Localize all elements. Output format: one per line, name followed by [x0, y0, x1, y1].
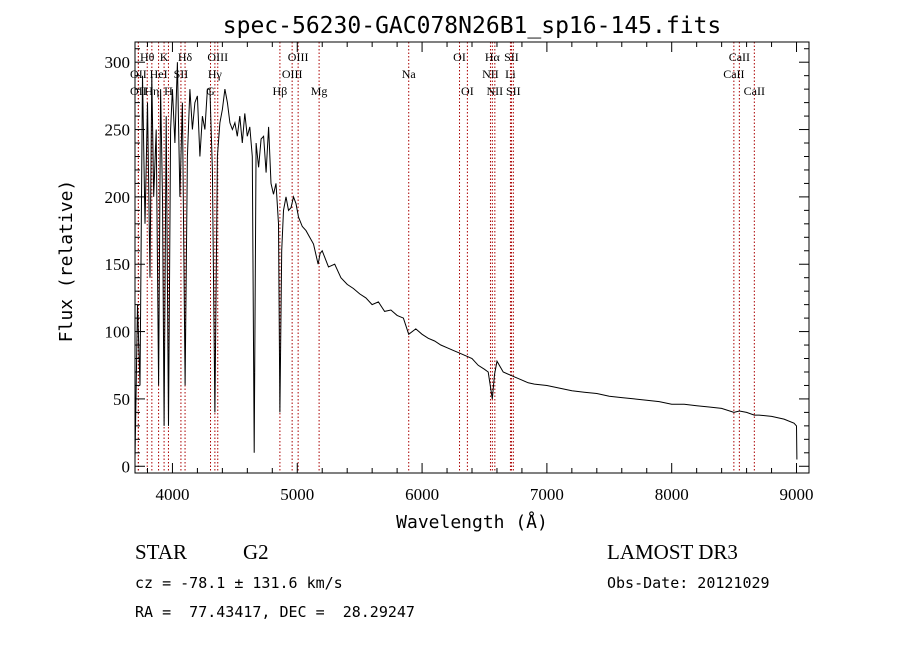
line-marker-label: K: [160, 50, 169, 64]
x-tick-label: 7000: [530, 485, 564, 504]
y-tick-label: 100: [105, 323, 131, 342]
line-marker-label: OIII: [282, 67, 303, 81]
line-marker-label: NII: [482, 67, 499, 81]
line-marker-label: OIII: [288, 50, 309, 64]
line-marker-label: SII: [506, 84, 521, 98]
line-marker-label: OI: [461, 84, 474, 98]
line-marker-label: OII: [130, 67, 147, 81]
y-tick-label: 150: [105, 255, 131, 274]
y-tick-label: 50: [113, 390, 130, 409]
x-axis-label: Wavelength (Å): [396, 511, 548, 533]
redshift-readout: cz = -78.1 ± 131.6 km/s: [135, 574, 343, 592]
observation-date: Obs-Date: 20121029: [607, 574, 770, 592]
line-marker-label: NII: [487, 84, 504, 98]
x-tick-label: 8000: [655, 485, 689, 504]
y-tick-label: 250: [105, 121, 131, 140]
line-marker-label: OIII: [207, 50, 228, 64]
line-marker-label: Na: [402, 67, 417, 81]
line-marker-label: SII: [504, 50, 519, 64]
line-marker-label: OI: [453, 50, 466, 64]
line-markers: [137, 42, 755, 473]
line-marker-label: H: [164, 84, 173, 98]
x-tick-label: 4000: [155, 485, 189, 504]
x-tick-label: 9000: [780, 485, 814, 504]
line-marker-label: SII: [174, 67, 189, 81]
spectrum-line: [134, 62, 798, 460]
line-marker-label: Mg: [311, 84, 328, 98]
line-marker-label: HeI: [150, 67, 168, 81]
line-marker-label: Hθ: [140, 50, 155, 64]
x-axis-ticks: 4000 5000 6000 7000 8000 9000: [146, 42, 814, 504]
y-axis-label: Flux (relative): [56, 180, 77, 343]
line-marker-label: Hα: [485, 50, 501, 64]
line-marker-label: CaII: [729, 50, 750, 64]
line-marker-label: G: [206, 84, 215, 98]
y-axis-ticks: 0 50 100 150 200 250 300: [105, 48, 809, 476]
x-tick-label: 5000: [280, 485, 314, 504]
object-subclass: G2: [243, 540, 269, 564]
x-tick-label: 6000: [405, 485, 439, 504]
y-tick-label: 300: [105, 53, 131, 72]
object-class: STAR: [135, 540, 187, 564]
coordinates-readout: RA = 77.43417, DEC = 28.29247: [135, 603, 415, 621]
line-marker-label: Li: [505, 67, 516, 81]
line-marker-label: CaII: [744, 84, 765, 98]
y-tick-label: 200: [105, 188, 131, 207]
line-marker-label: CaII: [723, 67, 744, 81]
plot-frame: [134, 41, 810, 474]
survey-name: LAMOST DR3: [607, 540, 738, 564]
y-tick-label: 0: [122, 457, 131, 476]
line-marker-label: Hδ: [178, 50, 193, 64]
line-marker-label: Hβ: [273, 84, 288, 98]
chart-title: spec-56230-GAC078N26B1_sp16-145.fits: [223, 13, 722, 39]
line-marker-label: Hγ: [208, 67, 223, 81]
